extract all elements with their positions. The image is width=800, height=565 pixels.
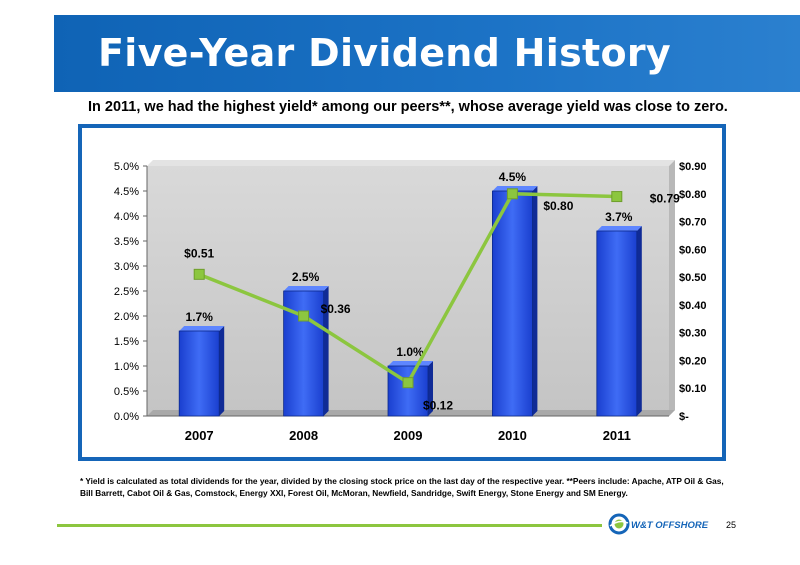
line-marker [193, 268, 205, 280]
y-right-tick-label: $0.70 [679, 217, 707, 229]
bar [178, 330, 220, 417]
y-right-tick-label: $0.40 [679, 300, 707, 312]
y-left-tick-label: 2.5% [114, 286, 139, 298]
bar [491, 190, 533, 417]
bar-side [219, 326, 225, 416]
bar-data-label: 2.5% [292, 270, 320, 284]
x-tick-label: 2009 [394, 428, 423, 443]
line-marker [402, 377, 414, 389]
y-left-tick-label: 1.5% [114, 336, 139, 348]
line-marker [298, 310, 310, 322]
bar-data-label: 4.5% [499, 170, 527, 184]
slide-title: Five-Year Dividend History [98, 31, 671, 75]
bar-side [532, 186, 538, 416]
dividend-chart: 0.0% 0.5% 1.0% 1.5% 2.0% 2.5% 3.0% 3.5% 4.0% 4.5%… [114, 160, 707, 443]
x-tick-label: 2010 [498, 428, 527, 443]
bar [596, 230, 638, 417]
line-marker [506, 188, 518, 200]
y-left-tick-label: 0.0% [114, 411, 139, 423]
y-left-tick-label: 4.5% [114, 186, 139, 198]
y-left-tick-label: 5.0% [114, 161, 139, 173]
x-tick-label: 2008 [289, 428, 318, 443]
y-right-tick-label: $- [679, 411, 689, 423]
plot-side-wall [669, 160, 675, 416]
bar-side [323, 286, 329, 416]
line-data-label: $0.12 [423, 399, 453, 413]
plot-top-wall [147, 160, 675, 166]
bar-side [636, 226, 642, 416]
bar-top [179, 326, 225, 331]
y-left-tick-label: 2.0% [114, 311, 139, 323]
slide-subtitle: In 2011, we had the highest yield* among… [88, 99, 728, 115]
y-right-tick-label: $0.60 [679, 244, 707, 256]
title-band: Five-Year Dividend History [54, 15, 800, 92]
bar-data-label: 1.7% [186, 310, 214, 324]
logo-text: W&T OFFSHORE [631, 520, 709, 531]
bar-top [596, 226, 642, 231]
line-data-label: $0.51 [184, 246, 214, 260]
y-left-tick-label: 3.5% [114, 236, 139, 248]
bar-top [283, 286, 329, 291]
line-data-label: $0.36 [321, 302, 351, 316]
y-right-tick-label: $0.30 [679, 328, 707, 340]
y-right-tick-label: $0.80 [679, 189, 707, 201]
y-left-tick-label: 0.5% [114, 386, 139, 398]
bar-data-label: 3.7% [605, 210, 633, 224]
bar-top [388, 361, 433, 366]
line-data-label: $0.79 [650, 192, 680, 206]
y-right-tick-label: $0.20 [679, 355, 707, 367]
y-right-tick-label: $0.90 [679, 161, 707, 173]
line-marker [611, 191, 623, 203]
footer-divider [57, 524, 602, 527]
y-left-tick-label: 1.0% [114, 361, 139, 373]
page-number: 25 [726, 520, 737, 530]
bar-data-label: 1.0% [396, 345, 424, 359]
y-right-tick-label: $0.50 [679, 272, 707, 284]
footnote: * Yield is calculated as total dividends… [80, 476, 724, 498]
y-right-tick-label: $0.10 [679, 383, 707, 395]
x-tick-label: 2007 [185, 428, 214, 443]
company-logo: W&T OFFSHORE [608, 513, 709, 535]
x-tick-label: 2011 [603, 428, 631, 443]
bar-side [428, 361, 433, 416]
line-data-label: $0.80 [543, 199, 573, 213]
y-left-tick-label: 4.0% [114, 211, 139, 223]
y-left-tick-label: 3.0% [114, 261, 139, 273]
